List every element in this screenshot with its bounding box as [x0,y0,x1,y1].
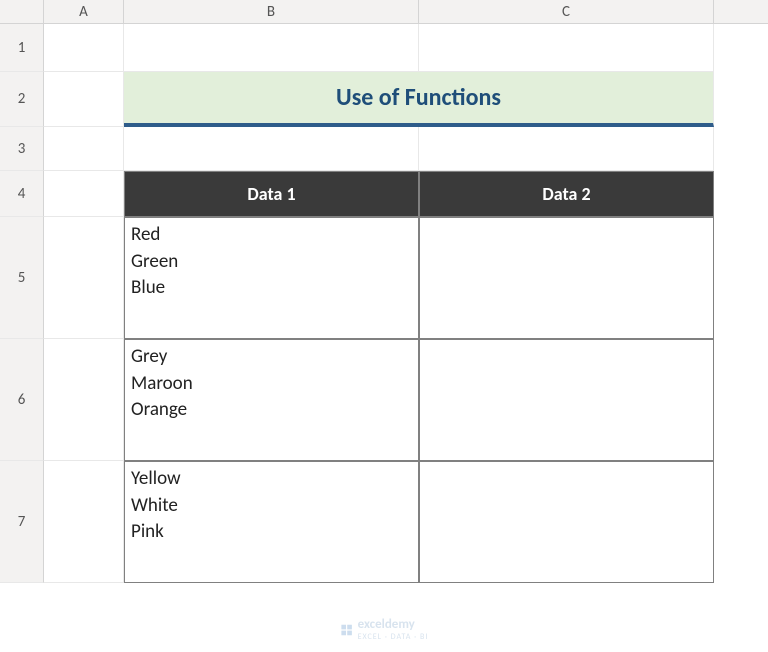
watermark-sub: EXCEL · DATA · BI [358,632,429,642]
cell-a6[interactable] [44,339,124,461]
header-data1[interactable]: Data 1 [124,171,419,217]
cell-a3[interactable] [44,127,124,171]
cell-b7[interactable]: Yellow White Pink [124,461,419,583]
row-header-1[interactable]: 1 [0,24,44,72]
cell-b3[interactable] [124,127,419,171]
row-header-3[interactable]: 3 [0,127,44,171]
cell-a1[interactable] [44,24,124,72]
cell-a4[interactable] [44,171,124,217]
cell-a2[interactable] [44,72,124,127]
row-header-2[interactable]: 2 [0,72,44,127]
cell-c6[interactable] [419,339,714,461]
logo-icon [340,623,354,637]
row-headers-col: 1 2 3 4 5 6 7 [0,24,44,583]
row-header-5[interactable]: 5 [0,217,44,339]
watermark-text: exceldemy [358,617,429,632]
cell-a7[interactable] [44,461,124,583]
cell-c5[interactable] [419,217,714,339]
col-header-a[interactable]: A [44,0,124,23]
cell-b1[interactable] [124,24,419,72]
cell-c7[interactable] [419,461,714,583]
column-headers-row: A B C [0,0,768,24]
row-header-4[interactable]: 4 [0,171,44,217]
select-all-corner[interactable] [0,0,44,24]
cell-b6[interactable]: Grey Maroon Orange [124,339,419,461]
header-data2[interactable]: Data 2 [419,171,714,217]
spreadsheet: A B C 1 2 3 4 5 6 7 Use of Functions Dat… [0,0,768,652]
col-header-b[interactable]: B [124,0,419,23]
cell-a5[interactable] [44,217,124,339]
cell-c3[interactable] [419,127,714,171]
cell-b5[interactable]: Red Green Blue [124,217,419,339]
col-header-c[interactable]: C [419,0,714,23]
cell-c1[interactable] [419,24,714,72]
row-header-6[interactable]: 6 [0,339,44,461]
title-cell[interactable]: Use of Functions [124,72,714,127]
watermark: exceldemy EXCEL · DATA · BI [340,617,429,642]
row-header-7[interactable]: 7 [0,461,44,583]
